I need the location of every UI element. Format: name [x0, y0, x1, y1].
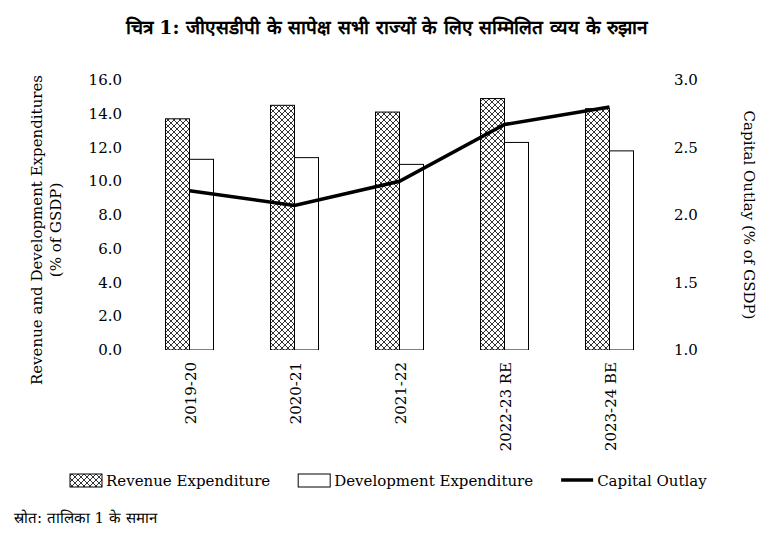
- y2-tick-label: 1.0: [674, 341, 698, 359]
- y-tick-label: 8.0: [98, 206, 122, 224]
- y-tick-label: 16.0: [89, 71, 122, 89]
- y-tick-label: 10.0: [89, 172, 122, 190]
- title: चित्र 1: जीएसडीपी के सापेक्ष सभी राज्यों…: [125, 16, 650, 38]
- y-tick: [134, 80, 137, 81]
- y-tick-label: 14.0: [89, 105, 122, 123]
- bar: [610, 151, 634, 350]
- bar: [190, 159, 214, 350]
- legend-swatch: [561, 478, 593, 482]
- line: [190, 107, 610, 206]
- y-tick: [134, 316, 137, 317]
- legend-swatch: [70, 474, 102, 487]
- y-tick-label: 6.0: [98, 240, 122, 258]
- y2-tick-label: 3.0: [674, 71, 698, 89]
- plot-area: [166, 99, 634, 350]
- y2-tick: [662, 350, 665, 351]
- bar: [505, 142, 529, 350]
- y2-tick-label: 2.5: [674, 139, 698, 157]
- legend-swatch: [298, 474, 330, 487]
- y-tick: [134, 248, 137, 249]
- y2-tick-label: 1.5: [674, 274, 698, 292]
- y2-tick: [662, 282, 665, 283]
- y-tick-label: 2.0: [98, 307, 122, 325]
- chart: चित्र 1: जीएसडीपी के सापेक्ष सभी राज्यों…: [0, 0, 774, 553]
- bar: [376, 112, 400, 350]
- y-tick: [134, 147, 137, 148]
- x-tick-label: 2023-24 BE: [602, 362, 620, 451]
- y-axis-label-line: Revenue and Development Expenditures: [28, 75, 46, 385]
- y2-tick: [662, 215, 665, 216]
- bar: [166, 119, 190, 350]
- legend-label: Revenue Expenditure: [106, 472, 270, 490]
- x-tick-label: 2022-23 RE: [497, 362, 515, 451]
- y2-axis-label: Capital Outlay (% of GSDP): [740, 111, 758, 320]
- x-tick-label: 2020-21: [287, 362, 305, 424]
- y-tick: [134, 113, 137, 114]
- y-tick-label: 4.0: [98, 274, 122, 292]
- x-tick-label: 2021-22: [392, 362, 410, 424]
- y2-tick-label: 2.0: [674, 206, 698, 224]
- legend: Revenue Expenditure Development Expenditu…: [70, 472, 707, 490]
- y-tick: [134, 215, 137, 216]
- legend-label: Development Expenditure: [334, 472, 533, 490]
- source: स्रोत: तालिका 1 के समान: [14, 509, 158, 527]
- bar: [400, 164, 424, 350]
- bar: [295, 158, 319, 350]
- y-axis-label: Revenue and Development Expenditures(% o…: [28, 75, 65, 385]
- y-tick-label: 0.0: [98, 341, 122, 359]
- y-tick: [134, 282, 137, 283]
- y-tick: [134, 181, 137, 182]
- y-axis-label-line: (% of GSDP): [47, 183, 65, 277]
- legend-label: Capital Outlay: [597, 472, 707, 490]
- y-tick: [134, 350, 137, 351]
- y-tick-label: 12.0: [89, 139, 122, 157]
- x-tick-label: 2019-20: [182, 362, 200, 424]
- bar: [586, 109, 610, 350]
- y2-tick: [662, 147, 665, 148]
- y2-tick: [662, 80, 665, 81]
- bar: [271, 105, 295, 350]
